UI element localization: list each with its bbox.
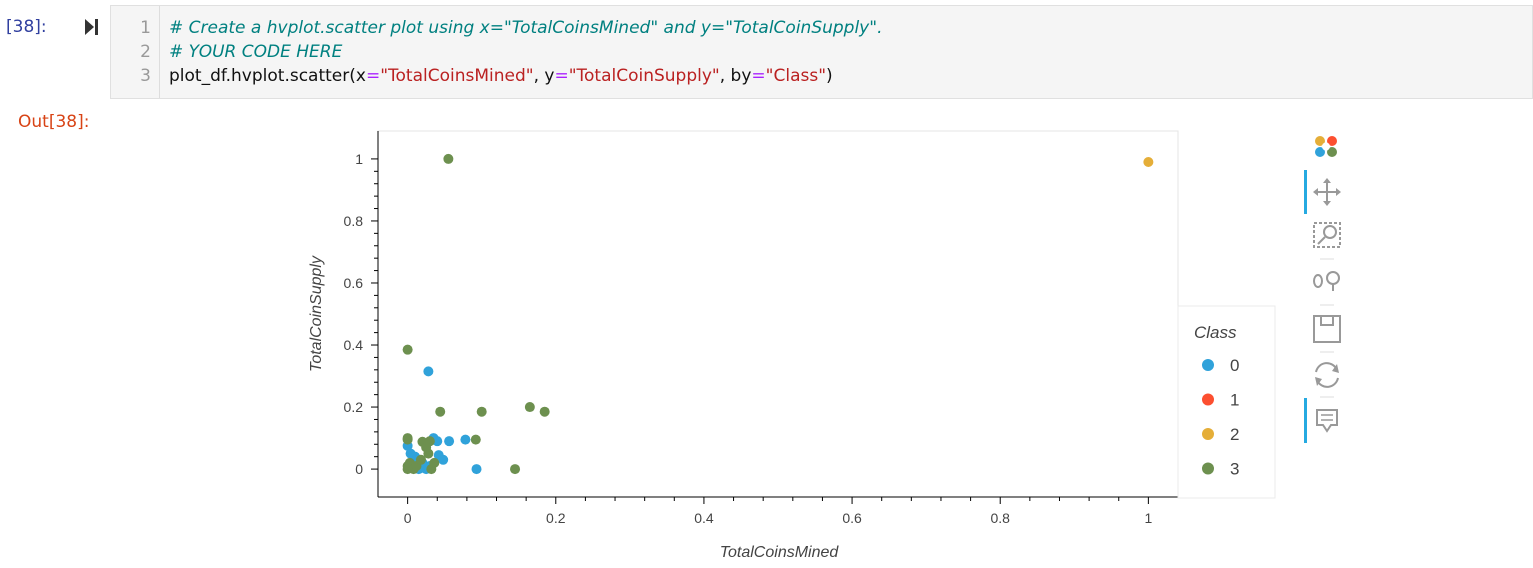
code-operator: = — [751, 66, 766, 86]
code-string: "TotalCoinSupply" — [568, 66, 720, 86]
code-token: plot_df.hvplot.scatter(x — [169, 66, 366, 86]
pan-icon[interactable] — [1313, 178, 1341, 206]
code-line-1[interactable]: # Create a hvplot.scatter plot using x="… — [169, 18, 883, 38]
legend-label[interactable]: 3 — [1230, 460, 1239, 479]
data-point-class-3[interactable] — [476, 406, 487, 417]
plot-frame — [377, 130, 1179, 498]
active-tool-indicator — [1304, 170, 1307, 214]
data-point-class-3[interactable] — [435, 406, 446, 417]
legend-marker[interactable] — [1202, 428, 1214, 440]
data-point-class-3[interactable] — [429, 457, 440, 468]
data-point-class-3[interactable] — [415, 454, 426, 465]
x-tick-label: 0 — [404, 510, 412, 526]
x-tick-label: 0.8 — [990, 510, 1010, 526]
y-tick-label: 0.8 — [344, 213, 364, 229]
data-point-class-3[interactable] — [510, 464, 521, 475]
hover-icon[interactable] — [1316, 409, 1338, 433]
code-string: "TotalCoinsMined" — [380, 66, 534, 86]
legend-marker[interactable] — [1202, 462, 1214, 475]
x-tick-label: 0.6 — [842, 510, 862, 526]
legend-marker[interactable] — [1202, 359, 1214, 371]
line-number: 1 — [140, 18, 151, 38]
x-tick-label: 0.2 — [546, 510, 566, 526]
data-point-class-3[interactable] — [470, 434, 481, 445]
wheel-zoom-icon[interactable] — [1313, 271, 1340, 291]
y-tick-label: 0.2 — [344, 399, 364, 415]
code-line-2[interactable]: # YOUR CODE HERE — [169, 42, 343, 62]
y-tick-label: 0.6 — [344, 275, 364, 291]
save-icon[interactable] — [1313, 315, 1341, 343]
line-number: 3 — [140, 66, 151, 86]
data-point-class-0[interactable] — [423, 366, 434, 377]
x-tick-label: 0.4 — [694, 510, 714, 526]
x-axis-label: TotalCoinsMined — [720, 544, 840, 561]
legend-label[interactable]: 2 — [1230, 425, 1239, 444]
plot-toolbar — [1304, 136, 1341, 443]
code-token: , by — [719, 66, 752, 86]
legend-label[interactable]: 1 — [1230, 391, 1239, 410]
data-point-class-3[interactable] — [402, 344, 413, 355]
code-string: "Class" — [765, 66, 827, 86]
data-point-class-0[interactable] — [460, 434, 471, 445]
data-point-class-0[interactable] — [444, 436, 455, 447]
code-line-3[interactable]: plot_df.hvplot.scatter(x="TotalCoinsMine… — [169, 66, 833, 86]
active-tool-indicator — [1304, 398, 1307, 443]
data-points — [402, 153, 1154, 475]
y-tick-label: 0.4 — [344, 337, 364, 353]
x-tick-label: 1 — [1144, 510, 1152, 526]
code-operator: = — [365, 66, 381, 86]
y-axis-label: TotalCoinSupply — [308, 255, 325, 372]
bokeh-logo-icon[interactable] — [1315, 136, 1337, 157]
run-cell-icon[interactable] — [84, 18, 100, 36]
input-prompt: [38]: — [6, 17, 47, 37]
reset-icon[interactable] — [1315, 362, 1339, 388]
legend-box — [1177, 305, 1276, 499]
line-number-gutter: 1 2 3 — [111, 6, 160, 98]
y-tick-label: 0 — [355, 461, 363, 477]
axes: 0 0.2 0.4 0.6 0.8 1 0 0.2 0.4 0.6 0.8 1 — [344, 131, 1178, 526]
data-point-class-0[interactable] — [432, 436, 443, 447]
output-prompt: Out[38]: — [18, 112, 90, 132]
data-point-class-3[interactable] — [402, 434, 413, 445]
legend-label[interactable]: 0 — [1230, 356, 1239, 375]
data-point-class-3[interactable] — [524, 402, 535, 413]
legend-title: Class — [1194, 323, 1237, 342]
legend: Class 0 1 2 3 — [1177, 305, 1276, 499]
y-tick-label: 1 — [355, 151, 363, 167]
legend-marker[interactable] — [1202, 393, 1214, 406]
data-point-class-3[interactable] — [539, 406, 550, 417]
code-operator: = — [554, 66, 569, 86]
data-point-class-0[interactable] — [438, 454, 449, 465]
box-zoom-icon[interactable] — [1313, 222, 1341, 248]
data-point-class-2[interactable] — [1143, 157, 1154, 168]
code-cell[interactable]: 1 2 3 # Create a hvplot.scatter plot usi… — [110, 5, 1533, 99]
data-point-class-0[interactable] — [471, 464, 482, 475]
data-point-class-3[interactable] — [443, 153, 454, 164]
line-number: 2 — [140, 42, 151, 62]
code-token: , y — [533, 66, 555, 86]
code-token: ) — [826, 66, 833, 86]
data-point-class-3[interactable] — [421, 442, 432, 453]
